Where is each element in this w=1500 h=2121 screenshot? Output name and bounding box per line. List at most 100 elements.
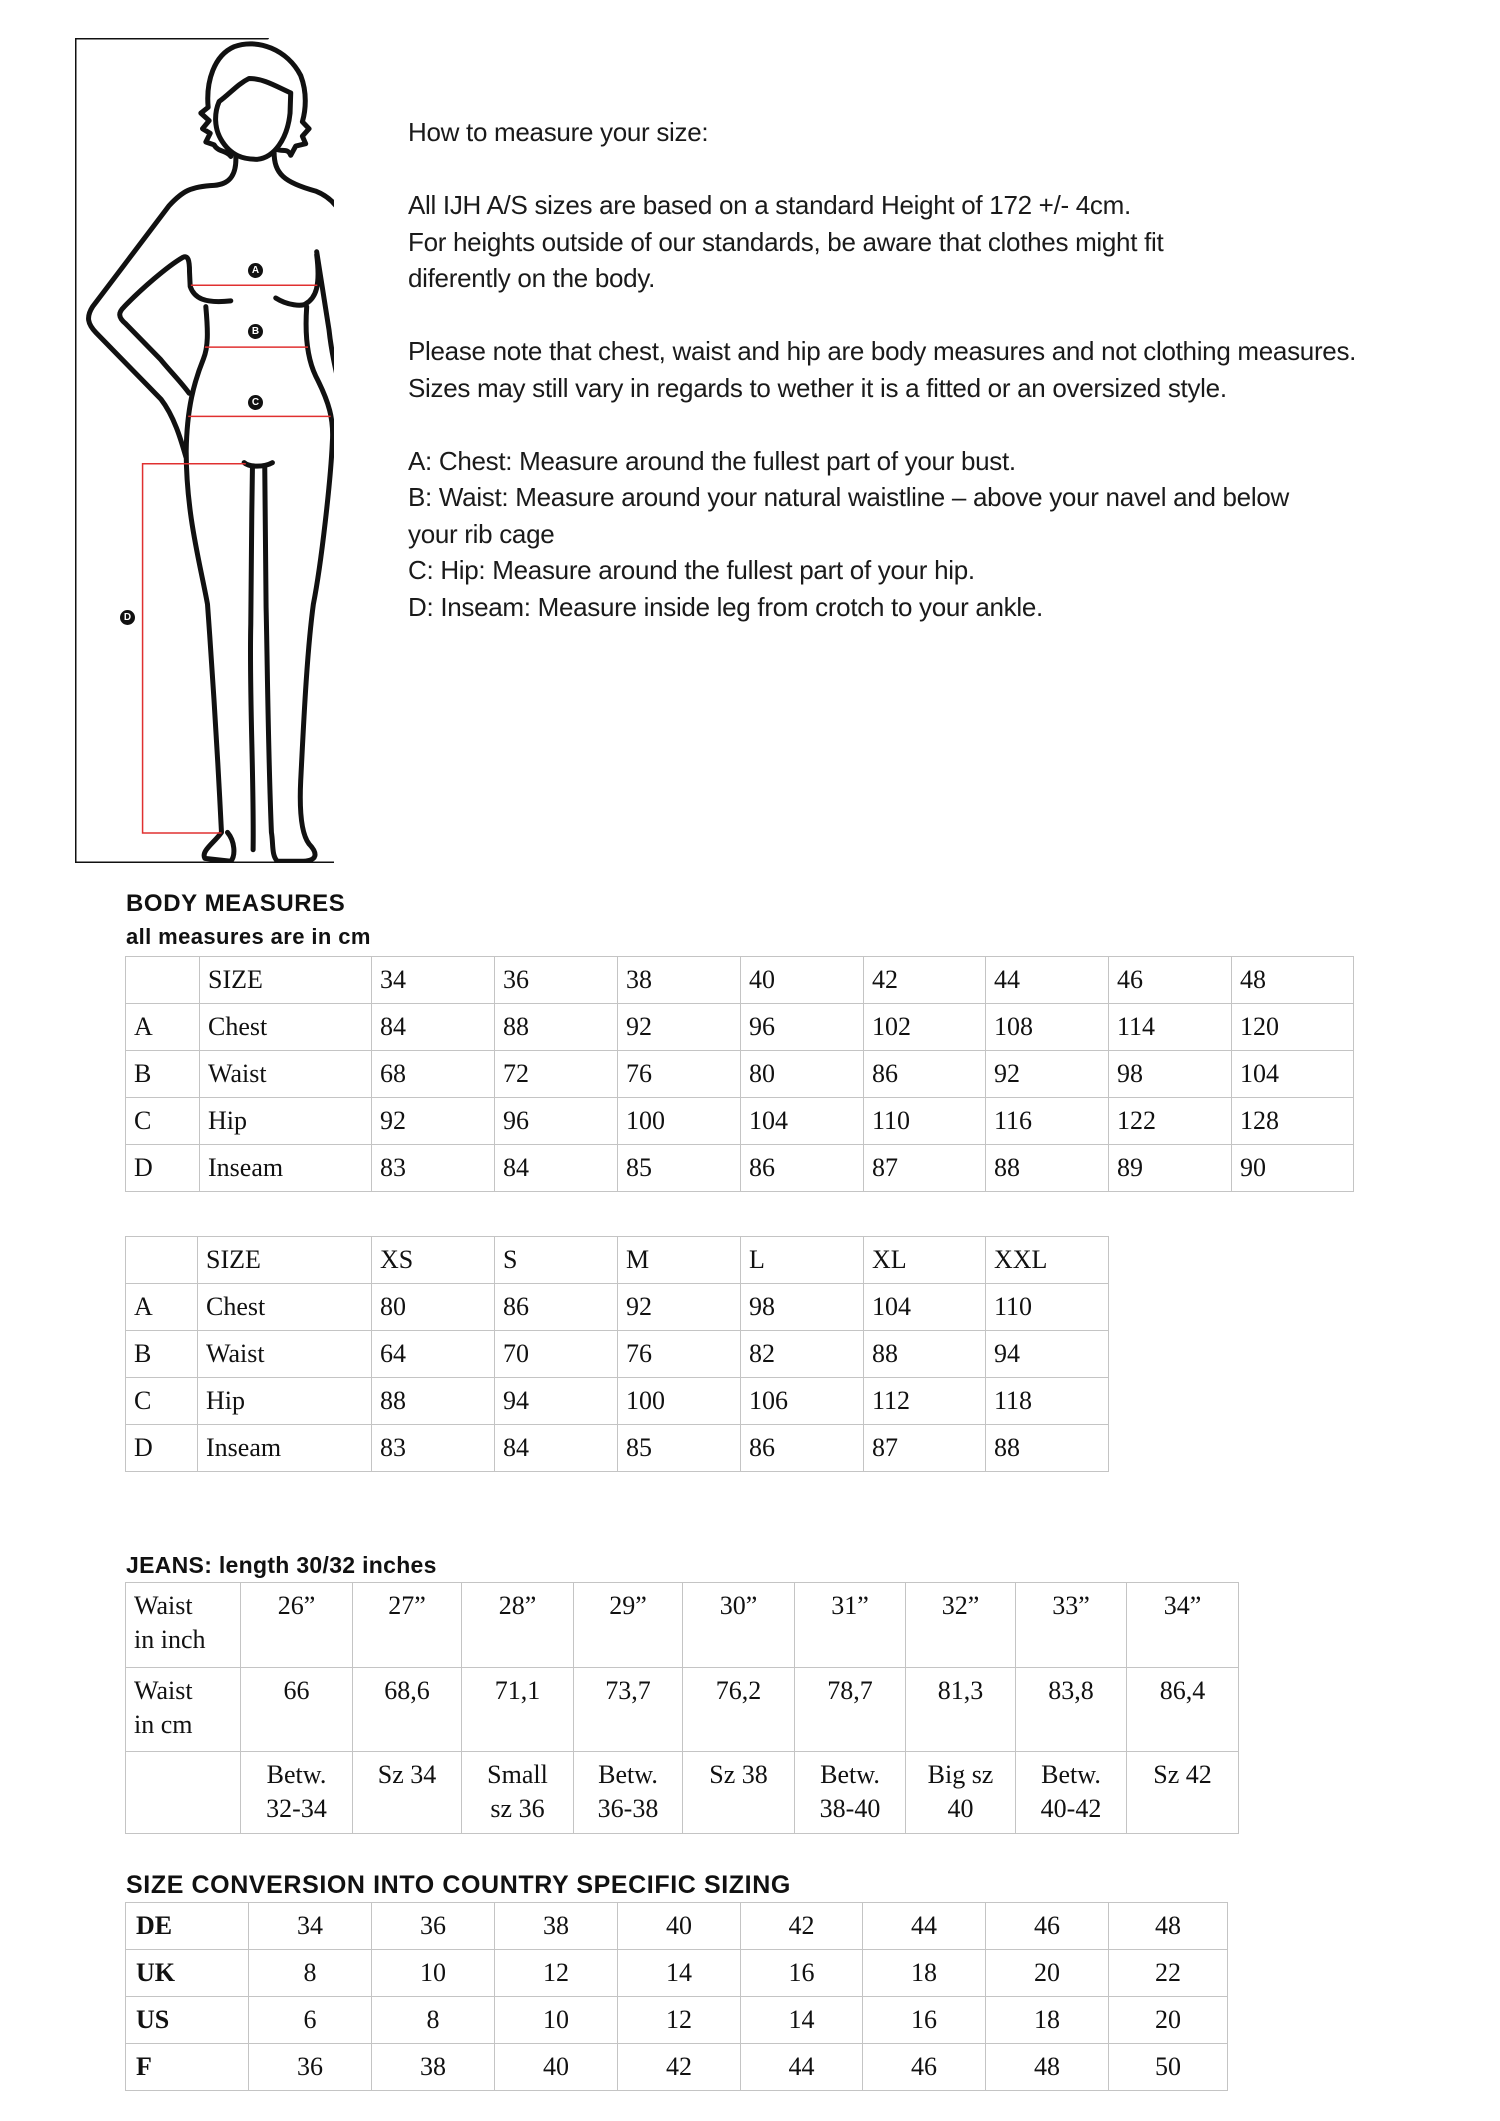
table-cell: Betw. 40-42 [1015, 1751, 1127, 1834]
table-cell: 106 [740, 1377, 864, 1425]
row-label-cell: Waist in inch [125, 1582, 241, 1668]
table-cell: 96 [494, 1097, 618, 1145]
table-cell: 76,2 [682, 1667, 795, 1752]
row-label-cell [125, 1751, 241, 1834]
intro-line: B: Waist: Measure around your natural wa… [408, 482, 1289, 512]
table-cell: 48 [985, 2043, 1109, 2091]
table-row: UK 8 10 12 14 16 18 20 22 [125, 1949, 1228, 1997]
table-cell: 86 [740, 1144, 864, 1192]
table-cell: Betw. 38-40 [794, 1751, 906, 1834]
table-cell: L [740, 1236, 864, 1284]
intro-line: A: Chest: Measure around the fullest par… [408, 445, 1016, 476]
row-label-cell: Inseam [199, 1144, 372, 1192]
jeans-heading: JEANS: length 30/32 inches [126, 1552, 437, 1578]
intro-line: your rib cage [408, 518, 555, 549]
table-cell: 86 [863, 1050, 986, 1098]
table-row: B Waist 64 70 76 82 88 94 [125, 1330, 1109, 1378]
table-cell: 88 [494, 1003, 618, 1051]
table-cell: 27” [352, 1582, 462, 1668]
table-cell: 36 [494, 956, 618, 1004]
table-cell: 18 [862, 1949, 986, 1997]
table-cell: Big sz 40 [905, 1751, 1016, 1834]
table-row: C Hip 92 96 100 104 110 116 122 128 [125, 1097, 1354, 1145]
row-label-cell: SIZE [197, 1236, 372, 1284]
row-label-cell: Chest [197, 1283, 372, 1331]
table-cell: 12 [494, 1949, 618, 1997]
table-cell: 71,1 [461, 1667, 574, 1752]
table-cell: 29” [573, 1582, 683, 1668]
intro-line: Please note that chest, waist and hip ar… [408, 336, 1357, 366]
intro-line: C: Hip: Measure around the fullest part … [408, 555, 975, 585]
table-cell: 87 [863, 1424, 986, 1472]
table-cell: 104 [740, 1097, 864, 1145]
row-label-cell: D [125, 1424, 198, 1472]
table-cell: 108 [985, 1003, 1109, 1051]
table-cell: 83 [371, 1144, 495, 1192]
numeric-size-table: SIZE 34 36 38 40 42 44 46 48 A Chest 84 88 92 96 102 108… [125, 956, 1354, 1192]
row-label-cell: DE [125, 1902, 249, 1950]
row-label-cell: D [125, 1144, 200, 1192]
table-cell: 92 [617, 1283, 741, 1331]
table-cell: 86 [494, 1283, 618, 1331]
table-cell: 32” [905, 1582, 1016, 1668]
table-row: Waist in cm 66 68,6 71,1 73,7 76,2 78,7 81,3 83,… [125, 1667, 1239, 1752]
table-cell: 104 [863, 1283, 986, 1331]
table-cell: 8 [371, 1996, 495, 2044]
table-cell: 88 [985, 1424, 1109, 1472]
size-conversion-heading: SIZE CONVERSION INTO COUNTRY SPECIFIC SI… [126, 1871, 791, 1899]
table-cell: 68 [371, 1050, 495, 1098]
table-cell: 84 [371, 1003, 495, 1051]
table-cell: 72 [494, 1050, 618, 1098]
row-label-cell: Waist in cm [125, 1667, 241, 1752]
row-label-cell: Chest [199, 1003, 372, 1051]
table-cell: 80 [371, 1283, 495, 1331]
table-cell: 92 [371, 1097, 495, 1145]
hair [201, 44, 309, 157]
table-cell: 38 [494, 1902, 618, 1950]
measuring-instructions: How to measure your size: All IJH A/S si… [408, 114, 1488, 625]
left-arm-outer [89, 155, 236, 457]
table-cell: 76 [617, 1330, 741, 1378]
table-row: US 6 8 10 12 14 16 18 20 [125, 1996, 1228, 2044]
table-cell: 16 [740, 1949, 863, 1997]
table-cell: XXL [985, 1236, 1109, 1284]
table-cell: 88 [863, 1330, 986, 1378]
table-cell: 81,3 [905, 1667, 1016, 1752]
table-row: A Chest 84 88 92 96 102 108 114 120 [125, 1003, 1354, 1051]
table-cell: 80 [740, 1050, 864, 1098]
table-cell: 42 [863, 956, 986, 1004]
row-label-cell: Hip [199, 1097, 372, 1145]
right-torso [265, 255, 333, 862]
table-cell: 26” [240, 1582, 353, 1668]
table-cell: 76 [617, 1050, 741, 1098]
table-cell: 85 [617, 1144, 741, 1192]
table-cell: 16 [862, 1996, 986, 2044]
intro-line: For heights outside of our standards, be… [408, 226, 1164, 257]
table-cell: 86,4 [1126, 1667, 1239, 1752]
size-conversion-table: DE 34 36 38 40 42 44 46 48 UK 8 10 12 14 16 18 20 22 US 6 8 1… [125, 1902, 1228, 2091]
table-cell: 128 [1231, 1097, 1354, 1145]
badge-b: B [248, 324, 263, 339]
left-arm-inner [120, 257, 231, 394]
table-cell: 83,8 [1015, 1667, 1127, 1752]
table-cell: 38 [617, 956, 741, 1004]
table-cell: 46 [1108, 956, 1232, 1004]
table-cell: 82 [740, 1330, 864, 1378]
table-cell: 90 [1231, 1144, 1354, 1192]
table-cell: 96 [740, 1003, 864, 1051]
intro-line: diferently on the body. [408, 263, 656, 293]
table-cell: 34 [248, 1902, 372, 1950]
letter-size-table: SIZE XS S M L XL XXL A Chest 80 86 92 98 104 110 B Waist… [125, 1236, 1109, 1472]
table-cell: 33” [1015, 1582, 1127, 1668]
table-cell: 44 [740, 2043, 863, 2091]
intro-line: Sizes may still vary in regards to wethe… [408, 372, 1227, 403]
table-cell: 20 [985, 1949, 1109, 1997]
table-row: C Hip 88 94 100 106 112 118 [125, 1377, 1109, 1425]
table-cell: 18 [985, 1996, 1109, 2044]
intro-line: D: Inseam: Measure inside leg from crotc… [408, 591, 1043, 622]
table-cell: 114 [1108, 1003, 1232, 1051]
table-cell: 48 [1108, 1902, 1228, 1950]
body-measures-subheading: all measures are in cm [126, 924, 371, 949]
table-cell: 94 [494, 1377, 618, 1425]
table-cell: 50 [1108, 2043, 1228, 2091]
